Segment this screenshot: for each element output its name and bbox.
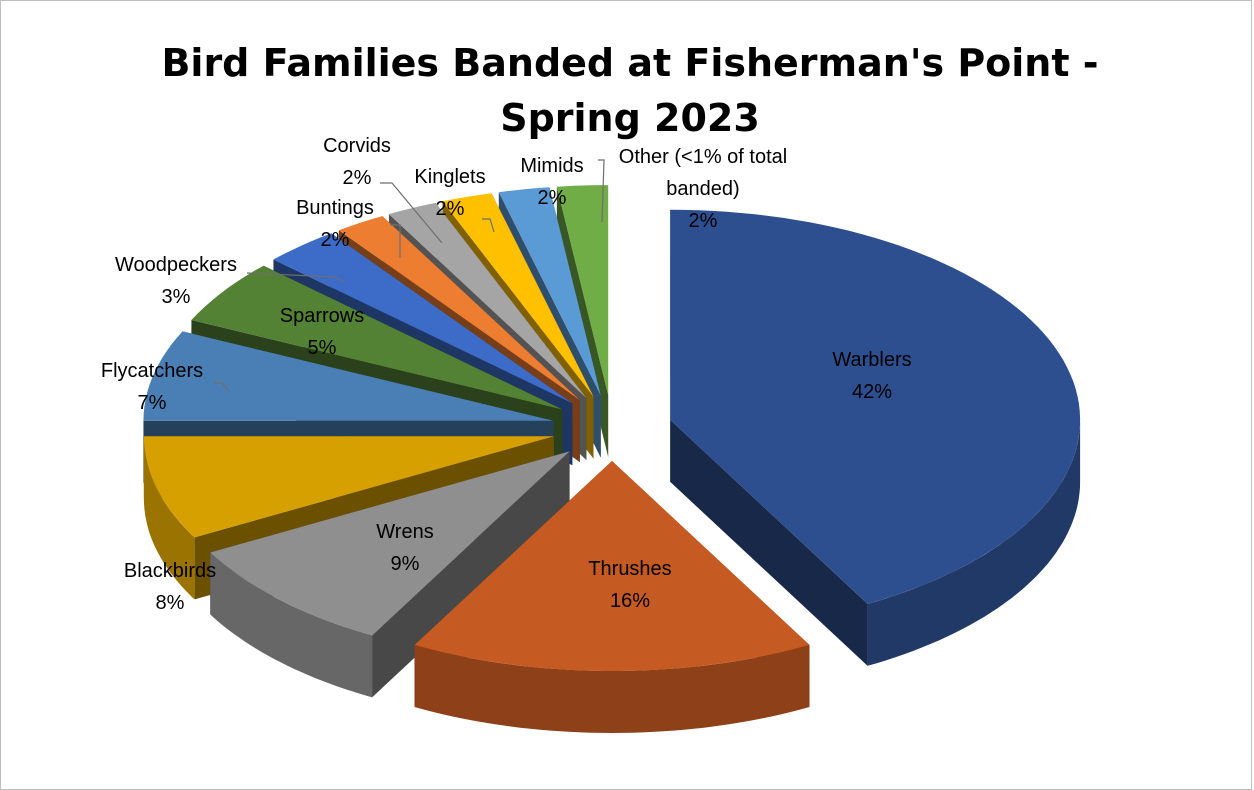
slice-label: Warblers 42% xyxy=(832,349,911,403)
slice-percent: 3% xyxy=(162,286,191,308)
leader-line xyxy=(598,159,605,223)
slice-outer-wall xyxy=(867,419,1081,666)
slice-percent: 2% xyxy=(436,198,465,220)
slice-name: Sparrows xyxy=(280,305,364,327)
slice-label: Flycatchers 7% xyxy=(101,360,203,414)
slice-percent: 9% xyxy=(391,553,420,575)
slice-top xyxy=(210,451,570,636)
slice-labels: Warblers 42% Thrushes 16% Wrens 9% Blackbirds 8… xyxy=(101,135,912,614)
leader-line xyxy=(246,272,346,283)
slice-name: Thrushes xyxy=(588,558,671,580)
slice-name: Flycatchers xyxy=(101,360,203,382)
slice-label: Other (<1% of total banded) 2% xyxy=(619,146,787,232)
slice-top xyxy=(388,202,587,399)
slice-top xyxy=(143,331,554,421)
leader-line xyxy=(214,382,231,393)
slice-outer-wall xyxy=(210,552,373,698)
slice-top xyxy=(273,233,573,404)
slice-percent: 8% xyxy=(156,592,185,614)
slice-label: Mimids 2% xyxy=(520,155,583,209)
slice-label: Buntings 2% xyxy=(296,197,374,251)
slice-label: Thrushes 16% xyxy=(588,558,671,612)
slice-outer-wall xyxy=(414,645,810,733)
slice-percent: 2% xyxy=(343,167,372,189)
slice-percent: 42% xyxy=(852,381,892,403)
slice-label: Sparrows 5% xyxy=(280,305,364,359)
leader-line xyxy=(380,182,443,244)
slice-top xyxy=(338,216,580,401)
slice-side-wall xyxy=(670,419,868,666)
slice-percent: 16% xyxy=(610,590,650,612)
slice-label: Kinglets 2% xyxy=(414,166,485,220)
pie-slice-warblers xyxy=(670,209,1081,666)
slice-label: Corvids 2% xyxy=(323,135,391,189)
slice-name: Wrens xyxy=(376,521,433,543)
leader-line xyxy=(482,218,495,233)
leader-line xyxy=(390,224,401,258)
pie-slice-thrushes xyxy=(414,461,810,733)
slice-name: Kinglets xyxy=(414,166,485,188)
slice-name: Woodpeckers xyxy=(115,254,237,276)
slice-top xyxy=(498,187,601,396)
slice-name: banded) xyxy=(666,178,739,200)
slice-label: Blackbirds 8% xyxy=(124,560,216,614)
slice-top xyxy=(442,193,594,397)
slice-name: Corvids xyxy=(323,135,391,157)
slice-percent: 2% xyxy=(538,187,567,209)
leader-lines xyxy=(214,159,605,393)
chart-title-line-1: Bird Families Banded at Fisherman's Poin… xyxy=(161,41,1099,85)
pie-slice-wrens xyxy=(210,451,570,698)
slice-name: Other (<1% of total xyxy=(619,146,787,168)
slice-percent: 5% xyxy=(308,337,337,359)
slice-percent: 2% xyxy=(321,229,350,251)
slice-outer-wall xyxy=(143,436,195,600)
slice-name: Warblers xyxy=(832,349,911,371)
slice-name: Buntings xyxy=(296,197,374,219)
slice-percent: 7% xyxy=(138,392,167,414)
slice-label: Woodpeckers 3% xyxy=(115,254,237,308)
slice-top xyxy=(670,209,1081,604)
chart-title-line-2: Spring 2023 xyxy=(500,96,760,140)
slice-label: Wrens 9% xyxy=(376,521,433,575)
slice-top xyxy=(143,436,554,538)
slice-name: Mimids xyxy=(520,155,583,177)
slice-top xyxy=(414,461,810,671)
slice-top xyxy=(191,265,563,410)
chart-title: Bird Families Banded at Fisherman's Poin… xyxy=(120,36,1140,146)
slice-name: Blackbirds xyxy=(124,560,216,582)
slice-top xyxy=(556,185,609,396)
pie-slices xyxy=(143,185,1081,733)
pie-chart: Warblers 42% Thrushes 16% Wrens 9% Blackbirds 8… xyxy=(101,135,1081,733)
slice-percent: 2% xyxy=(689,210,718,232)
